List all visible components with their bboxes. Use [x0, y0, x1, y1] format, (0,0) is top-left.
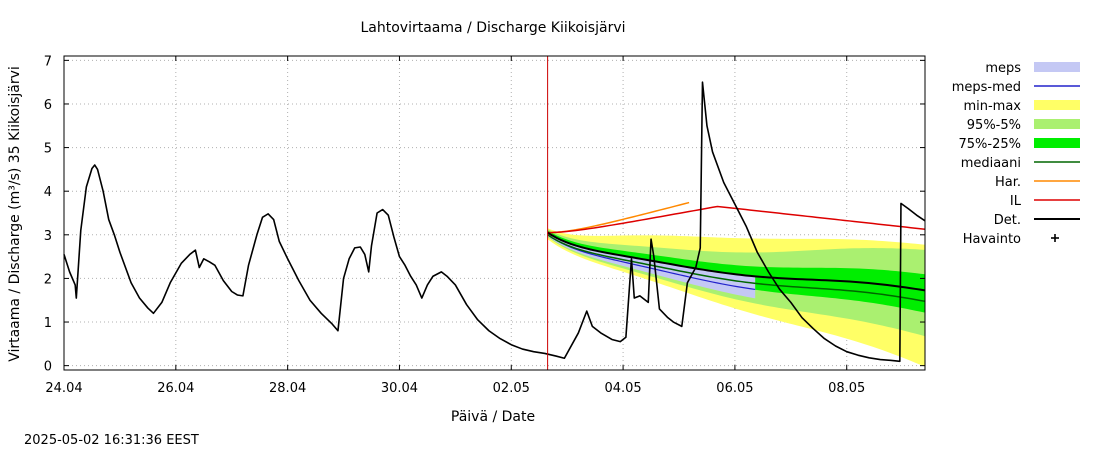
y-tick-label: 5	[44, 142, 52, 157]
y-tick-label: 4	[44, 185, 52, 200]
chart-title: Lahtovirtaama / Discharge Kiikoisjärvi	[360, 20, 625, 36]
x-tick-label: 26.04	[157, 381, 194, 396]
legend-label: IL	[1010, 194, 1022, 209]
plot-frame	[63, 55, 926, 371]
legend-label: Havainto	[963, 232, 1021, 247]
series-lines	[63, 81, 926, 363]
axes: 24.04 26.04 28.04 30.04 02.05 04.05 06.05 08.05…	[44, 54, 925, 396]
x-tick-label: 24.04	[45, 381, 82, 396]
band-75-25	[547, 230, 925, 313]
legend: meps meps-med min-max 95%-5% 75%-25% mediaani…	[952, 61, 1080, 247]
legend-label: 75%-25%	[959, 137, 1021, 152]
x-tick-label: 04.05	[604, 381, 641, 396]
timestamp: 2025-05-02 16:31:36 EEST	[24, 433, 199, 448]
x-tick-label: 02.05	[493, 381, 530, 396]
legend-item: 95%-5%	[967, 118, 1080, 133]
legend-item: IL	[1010, 194, 1080, 209]
legend-item: min-max	[963, 99, 1080, 114]
legend-item: mediaani	[961, 156, 1080, 171]
legend-item: Havainto	[963, 232, 1059, 247]
y-tick-label: 3	[44, 229, 52, 244]
legend-swatch	[1034, 100, 1080, 110]
legend-item: Har.	[995, 175, 1080, 190]
legend-label: Har.	[995, 175, 1021, 190]
legend-swatch	[1034, 119, 1080, 129]
legend-item: meps	[985, 61, 1080, 76]
y-tick-label: 6	[44, 98, 52, 113]
series-median	[547, 234, 926, 303]
legend-item: Det.	[994, 213, 1080, 228]
y-tick-label: 7	[44, 54, 52, 69]
series-meps-med	[547, 234, 756, 291]
legend-item: 75%-25%	[959, 137, 1080, 152]
legend-item: meps-med	[952, 80, 1080, 95]
y-axis-label: Virtaama / Discharge (m³/s) 35 Kiikoisjä…	[7, 66, 23, 362]
legend-label: meps-med	[952, 80, 1021, 95]
legend-label: Det.	[994, 213, 1021, 228]
legend-label: meps	[985, 61, 1021, 76]
y-tick-label: 0	[44, 360, 52, 375]
y-tick-label: 1	[44, 316, 52, 331]
x-tick-label: 28.04	[269, 381, 306, 396]
y-tick-label: 2	[44, 272, 52, 287]
grid-lines	[64, 56, 925, 370]
x-tick-label: 06.05	[716, 381, 753, 396]
legend-label: mediaani	[961, 156, 1021, 171]
legend-label: 95%-5%	[967, 118, 1021, 133]
x-axis-label: Päivä / Date	[451, 409, 535, 425]
x-tick-label: 30.04	[381, 381, 418, 396]
series-det	[547, 231, 926, 292]
series-observed	[63, 81, 926, 363]
x-tick-label: 08.05	[828, 381, 865, 396]
legend-label: min-max	[963, 99, 1021, 114]
legend-swatch	[1034, 62, 1080, 72]
legend-swatch	[1034, 138, 1080, 148]
